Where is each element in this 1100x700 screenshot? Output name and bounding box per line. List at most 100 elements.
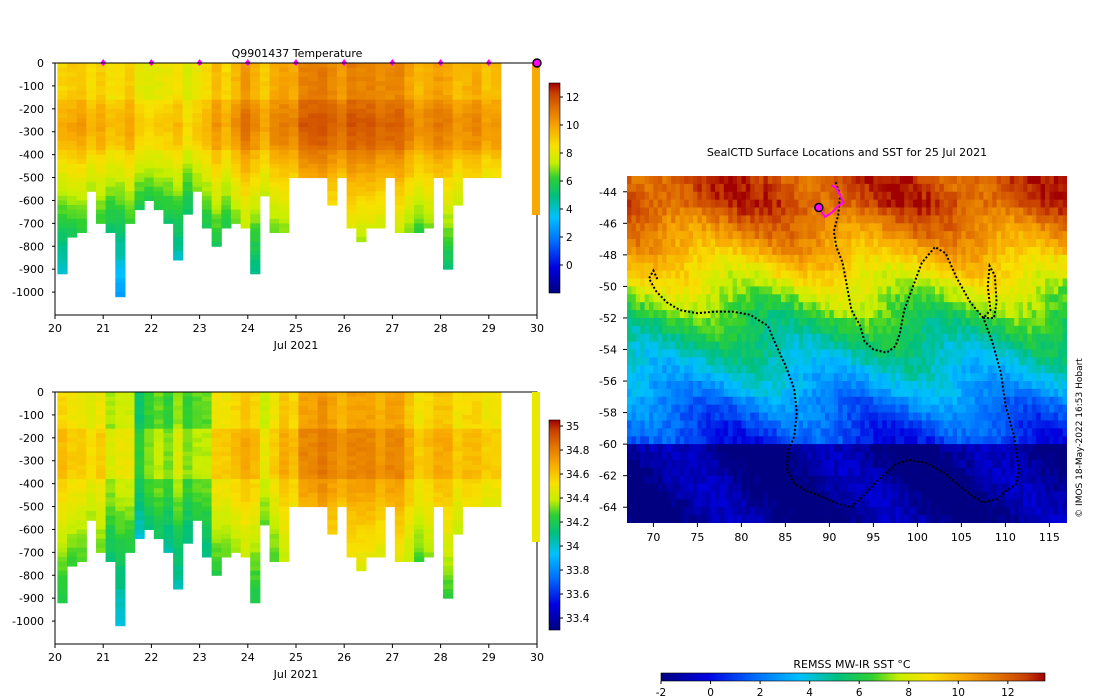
- sst-cell: [631, 223, 637, 232]
- temperature-x-axis: 20 21 22 23 24 25 26 27 28 29 30: [48, 315, 544, 335]
- sst-cell: [1045, 207, 1050, 216]
- profile-cell: [250, 191, 261, 197]
- sst-cell: [899, 302, 905, 311]
- sst-cell: [1009, 207, 1015, 216]
- profile-cell: [163, 209, 174, 215]
- sst-cell: [728, 302, 733, 311]
- profile-cell: [163, 113, 174, 119]
- sst-cell: [737, 254, 742, 264]
- profile-cell: [115, 90, 126, 96]
- profile-cell: [414, 437, 425, 443]
- profile-cell: [288, 465, 299, 471]
- sst-cell: [829, 183, 835, 193]
- profile-cell: [240, 104, 251, 110]
- profile-cell: [365, 483, 377, 489]
- profile-cell: [462, 104, 473, 110]
- profile-cell: [96, 451, 107, 457]
- sst-cell: [767, 262, 773, 272]
- profile-cell: [115, 177, 126, 183]
- profile-cell: [385, 81, 396, 87]
- profile-cell: [423, 81, 434, 87]
- profile-cell: [433, 447, 444, 453]
- sst-cell: [693, 247, 698, 256]
- sst-cell: [666, 215, 672, 224]
- profile-cell: [144, 456, 155, 462]
- profile-cell: [356, 410, 367, 416]
- profile-cell: [414, 186, 425, 192]
- sst-cell: [807, 302, 813, 311]
- profile-cell: [192, 118, 203, 124]
- profile-cell: [356, 232, 367, 238]
- profile-cell: [279, 401, 290, 407]
- sst-cell: [816, 215, 821, 224]
- profile-cell: [337, 405, 348, 411]
- sst-cell: [750, 176, 755, 185]
- profile-cell: [240, 168, 251, 174]
- sst-cell: [930, 294, 936, 303]
- profile-cell: [211, 566, 222, 572]
- sst-cell: [869, 270, 874, 279]
- sst-cell: [965, 302, 971, 311]
- sst-cell: [847, 199, 852, 208]
- sst-cell: [855, 278, 861, 287]
- profile-cell: [250, 214, 261, 220]
- profile-cell: [76, 76, 87, 82]
- profile-cell: [423, 483, 434, 489]
- sst-cell: [948, 286, 953, 295]
- profile-cell: [423, 524, 434, 530]
- profile-cell: [57, 506, 68, 512]
- profile-cell: [76, 173, 87, 179]
- profile-cell: [365, 76, 377, 82]
- sst-cell: [798, 262, 804, 272]
- profile-cell: [433, 474, 444, 480]
- profile-cell: [57, 497, 68, 503]
- profile-cell: [462, 419, 473, 425]
- profile-cell: [394, 195, 405, 201]
- sst-cell: [754, 239, 760, 248]
- profile-cell: [67, 173, 78, 179]
- sst-cell: [974, 239, 980, 248]
- sst-cell: [1045, 176, 1050, 185]
- profile-cell: [298, 405, 309, 411]
- sst-cell: [785, 278, 791, 287]
- sst-cell: [952, 302, 958, 311]
- profile-cell: [230, 492, 242, 498]
- profile-cell: [337, 113, 348, 119]
- profile-cell: [86, 515, 97, 521]
- profile-cell: [86, 67, 97, 73]
- profile-cell: [76, 456, 87, 462]
- profile-cell: [414, 456, 425, 462]
- profile-cell: [144, 492, 155, 498]
- sst-cell: [1031, 247, 1037, 256]
- sst-cell: [657, 294, 663, 303]
- sst-cell: [855, 231, 861, 240]
- sst-cell: [1001, 183, 1006, 193]
- profile-cell: [182, 410, 193, 416]
- profile-cell: [240, 154, 251, 160]
- profile-cell: [57, 122, 68, 128]
- profile-cell: [462, 108, 473, 114]
- sst-cell: [807, 199, 813, 208]
- profile-cell: [327, 122, 338, 128]
- profile-cell: [269, 72, 280, 78]
- profile-cell: [404, 131, 415, 137]
- sst-cell: [825, 247, 830, 256]
- profile-cell: [57, 465, 68, 471]
- profile-cell: [269, 456, 280, 462]
- profile-cell: [462, 127, 473, 133]
- sst-cell: [684, 310, 689, 319]
- profile-cell: [240, 218, 251, 224]
- sst-cell: [798, 254, 804, 264]
- profile-cell: [115, 497, 126, 503]
- colorbar-tick-label: 34.4: [566, 493, 590, 505]
- sst-cell: [640, 239, 645, 248]
- sst-cell: [908, 302, 914, 311]
- profile-cell: [375, 515, 386, 521]
- profile-cell: [250, 85, 261, 91]
- sst-cell: [895, 191, 901, 201]
- sst-cell: [882, 302, 887, 311]
- profile-cell: [115, 154, 126, 160]
- profile-cell: [76, 131, 87, 137]
- profile-cell: [404, 556, 415, 562]
- sst-cell: [1018, 207, 1024, 216]
